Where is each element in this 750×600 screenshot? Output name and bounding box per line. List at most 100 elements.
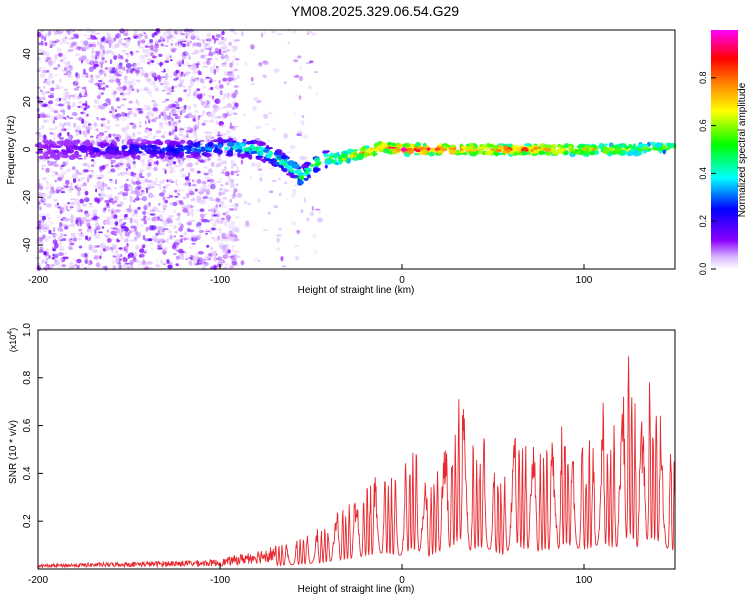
spectrogram-ridge-point [247, 154, 252, 159]
spectrogram-noise-point [111, 210, 114, 215]
spectrogram-noise-point [199, 139, 205, 142]
spectrogram-noise-point [159, 125, 164, 130]
spectrogram-noise-point [48, 229, 52, 235]
spectrogram-noise-point [53, 115, 58, 119]
spectrogram-noise-point [143, 266, 149, 271]
spectrogram-noise-point [111, 112, 115, 119]
spectrogram-noise-point [298, 75, 303, 82]
spectrogram-noise-point [83, 40, 89, 46]
spectrogram-noise-point [162, 196, 166, 201]
spectrogram-noise-point [287, 150, 291, 154]
spectrogram-noise-point [96, 94, 101, 100]
spectrogram-noise-point [117, 74, 122, 77]
colorbar-label: Normalized spectral amplitude [737, 82, 748, 217]
spectrogram-noise-point [85, 73, 89, 78]
spectrogram-noise-point [75, 201, 81, 207]
spectrogram-noise-point [97, 80, 103, 82]
spectrogram-x-tick-label: 100 [576, 275, 593, 286]
spectrogram-noise-point [229, 103, 233, 108]
spectrogram-noise-point [174, 196, 179, 198]
spectrogram-noise-point [190, 76, 196, 80]
spectrogram-noise-point [65, 91, 70, 95]
spectrogram-noise-point [216, 219, 220, 223]
spectrogram-noise-point [50, 186, 55, 192]
spectrogram-noise-point [87, 238, 91, 242]
spectrogram-noise-point [175, 69, 179, 74]
spectrogram-noise-point [90, 50, 96, 55]
spectrogram-noise-point [192, 184, 197, 187]
spectrogram-noise-point [167, 75, 174, 78]
spectrogram-ridge-point [251, 150, 258, 154]
colorbar-tick-label: 0.8 [698, 72, 708, 85]
spectrogram-noise-point [240, 159, 244, 165]
spectrogram-noise-point [138, 172, 143, 178]
spectrogram-ridge-point [93, 147, 100, 153]
spectrogram-noise-point [192, 71, 198, 74]
spectrogram-ridge-point [299, 175, 304, 181]
spectrogram-ridge-point [256, 140, 265, 147]
spectrogram-noise-point [300, 209, 304, 214]
spectrogram-ridge-point [265, 157, 271, 162]
spectrogram-noise-point [190, 208, 194, 214]
spectrogram-noise-point [188, 85, 192, 89]
spectrogram-noise-point [224, 221, 228, 227]
spectrogram-noise-point [271, 179, 277, 183]
spectrogram-noise-point [177, 109, 180, 112]
spectrogram-ridge-point [312, 167, 319, 173]
spectrogram-noise-point [123, 183, 129, 189]
spectrogram-noise-point [175, 239, 181, 243]
spectrogram-noise-point [224, 233, 229, 239]
spectrogram-noise-point [157, 247, 163, 250]
spectrogram-noise-point [59, 78, 62, 84]
spectrogram-ridge-point [324, 164, 328, 169]
spectrogram-noise-point [143, 86, 149, 91]
spectrogram-noise-point [234, 203, 239, 206]
spectrogram-noise-point [121, 50, 126, 53]
spectrogram-noise-point [102, 49, 106, 55]
spectrogram-noise-point [85, 151, 89, 158]
spectrogram-noise-point [139, 168, 144, 174]
spectrogram-noise-point [162, 204, 168, 208]
spectrogram-ridge-point [477, 146, 483, 150]
spectrogram-noise-point [209, 119, 215, 124]
spectrogram-noise-point [161, 201, 164, 205]
spectrogram-noise-point [107, 125, 111, 131]
spectrogram-noise-point [220, 184, 224, 187]
spectrogram-noise-point [36, 226, 42, 230]
snr-series-line [37, 356, 676, 569]
spectrogram-ridge-point [140, 139, 149, 144]
spectrogram-noise-point [173, 235, 176, 238]
spectrogram-noise-point [98, 197, 104, 200]
spectrogram-ridge-point [114, 147, 119, 151]
spectrogram-noise-point [165, 98, 170, 102]
spectrogram-noise-point [228, 74, 235, 77]
spectrogram-noise-point [263, 30, 266, 36]
spectrogram-noise-point [37, 66, 43, 71]
spectrogram-noise-point [155, 232, 159, 236]
spectrogram-noise-point [71, 111, 78, 116]
spectrogram-noise-point [276, 234, 282, 237]
spectrogram-noise-point [101, 193, 107, 198]
spectrogram-noise-point [94, 107, 98, 110]
spectrogram-noise-point [66, 101, 71, 106]
spectrogram-noise-point [166, 166, 170, 168]
spectrogram-noise-point [194, 119, 197, 124]
spectrogram-noise-point [161, 39, 166, 42]
spectrogram-noise-point [212, 207, 218, 210]
spectrogram-ridge-point [333, 152, 338, 159]
spectrogram-noise-point [213, 256, 218, 262]
spectrogram-noise-point [42, 113, 48, 116]
spectrogram-noise-point [209, 195, 213, 198]
spectrogram-noise-point [71, 40, 78, 45]
spectrogram-noise-point [208, 134, 212, 137]
spectrogram-noise-point [309, 211, 315, 217]
spectrogram-ridge-point [110, 155, 116, 158]
spectrogram-noise-point [138, 110, 144, 114]
spectrogram-noise-point [50, 92, 55, 95]
spectrogram-noise-point [124, 138, 128, 143]
spectrogram-noise-point [140, 72, 146, 76]
spectrogram-noise-point [114, 200, 118, 204]
spectrogram-noise-point [86, 163, 90, 168]
spectrogram-noise-point [155, 177, 158, 183]
spectrogram-noise-point [104, 137, 107, 141]
